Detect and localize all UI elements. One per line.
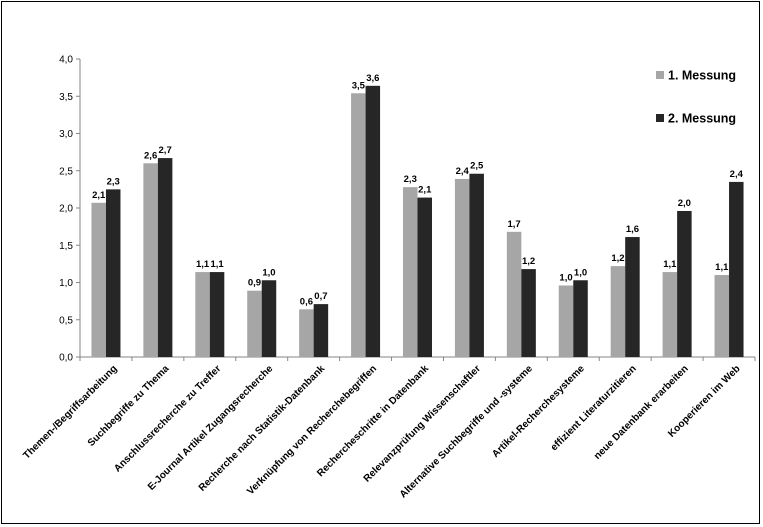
data-label: 2,3: [107, 176, 120, 187]
data-label: 1,1: [210, 259, 224, 270]
y-tick-label: 1,0: [59, 278, 73, 289]
data-label: 2,0: [678, 198, 691, 209]
bar-1-messung: [143, 163, 158, 357]
category-label: neue Datenbank erarbeiten: [592, 363, 691, 462]
data-label: 2,3: [404, 174, 417, 185]
data-label: 1,1: [663, 259, 677, 270]
bar-1-messung: [91, 202, 106, 357]
y-tick-label: 2,0: [59, 204, 73, 215]
bar-1-messung: [299, 309, 314, 357]
data-label: 1,1: [196, 259, 210, 270]
y-tick-label: 0,5: [59, 315, 73, 326]
data-label: 1,0: [574, 267, 587, 278]
bar-1-messung: [403, 187, 418, 357]
data-label: 2,6: [144, 150, 157, 161]
bar-2-messung: [157, 158, 173, 357]
bar-1-messung: [610, 266, 626, 357]
data-label: 1,7: [507, 219, 520, 230]
legend-label: 1. Messung: [668, 69, 736, 83]
data-label: 0,7: [314, 291, 327, 302]
bar-1-messung: [506, 231, 522, 357]
bar-2-messung: [365, 85, 381, 357]
data-label: 1,1: [715, 262, 729, 273]
data-label: 3,6: [366, 73, 379, 84]
bar-2-messung: [729, 181, 744, 357]
data-label: 1,2: [611, 253, 624, 264]
bar-1-messung: [662, 272, 678, 357]
bar-2-messung: [625, 237, 640, 357]
category-label: effizient Literaturzitieren: [549, 363, 639, 453]
data-label: 0,9: [248, 278, 261, 289]
data-label: 2,5: [470, 161, 484, 172]
data-label: 2,1: [418, 185, 432, 196]
bar-2-messung: [105, 189, 121, 357]
data-label: 1,0: [262, 267, 275, 278]
bar-2-messung: [677, 210, 692, 357]
y-tick-label: 1,5: [59, 241, 73, 252]
bar-1-messung: [351, 93, 366, 358]
data-label: 2,4: [730, 169, 744, 180]
data-label: 2,4: [456, 166, 470, 177]
y-tick-label: 4,0: [59, 55, 73, 66]
data-label: 1,0: [559, 272, 572, 283]
bar-1-messung: [558, 285, 574, 357]
bar-2-messung: [469, 173, 484, 357]
bar-2-messung: [573, 280, 588, 357]
bar-1-messung: [714, 275, 730, 357]
bar-1-messung: [247, 290, 262, 357]
bar-2-messung: [261, 280, 277, 357]
legend-label: 2. Messung: [668, 112, 736, 126]
category-label: Relevanzprüfung Wissenschaftler: [362, 363, 483, 484]
category-label: Themen-/Begriffsarbeitung: [21, 363, 119, 461]
y-tick-label: 3,5: [59, 92, 73, 103]
bar-2-messung: [521, 269, 536, 357]
bar-1-messung: [195, 272, 210, 357]
legend-swatch: [656, 114, 664, 122]
data-label: 0,6: [300, 296, 313, 307]
data-label: 2,1: [92, 190, 106, 201]
y-tick-label: 0,0: [59, 353, 73, 364]
data-label: 1,6: [626, 224, 639, 235]
category-label: Artikel-Recherchesysteme: [490, 363, 587, 460]
data-label: 3,5: [352, 80, 366, 91]
bar-2-messung: [209, 272, 225, 357]
bar-2-messung: [417, 197, 432, 357]
y-tick-label: 2,5: [59, 166, 73, 177]
data-label: 2,7: [159, 145, 172, 156]
data-label: 1,2: [522, 256, 535, 267]
y-tick-label: 3,0: [59, 129, 73, 140]
category-label: Rechercheschritte in Datenbank: [315, 363, 431, 479]
bar-1-messung: [454, 178, 470, 357]
bar-2-messung: [313, 304, 329, 357]
legend-swatch: [656, 71, 664, 79]
category-label: Anschlussrecherche zu Treffer: [112, 363, 223, 474]
